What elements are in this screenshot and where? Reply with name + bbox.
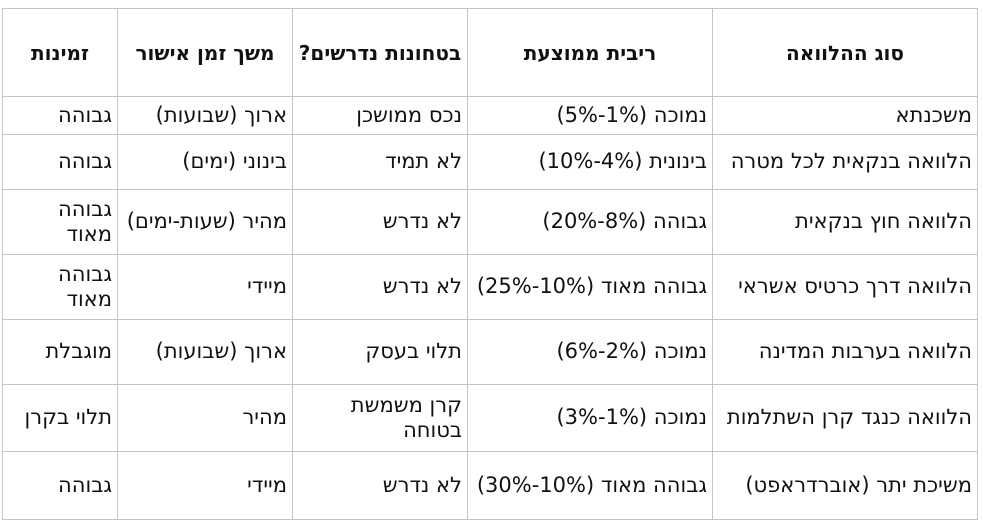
table-cell: הלוואה כנגד קרן השתלמות [712,384,978,452]
table-row: משיכת יתר (אוברדראפט) גבוהה מאוד (10%-30%… [2,451,978,520]
table-cell: הלוואה חוץ בנקאית [712,189,978,255]
table-row: הלוואה בערבות המדינה נמוכה (2%-6%) תלוי בע… [2,319,978,385]
table-body: משכנתא נמוכה (1%-5%) נכס ממושכן ארוך (שבועו… [2,96,978,520]
table-cell: נמוכה (1%-5%) [467,96,713,135]
table-cell: בינוני (ימים) [117,134,293,190]
table-cell: גבוהה (8%-20%) [467,189,713,255]
header-cell: ריבית ממוצעת [467,8,713,97]
loan-table: סוג ההלוואה ריבית ממוצעת בטחונות נדרשים? מש… [2,8,978,520]
table-cell: ארוך (שבועות) [117,96,293,135]
table-cell: תלוי בקרן [2,384,118,452]
table-cell: מהיר [117,384,293,452]
table-cell: בינונית (4%-10%) [467,134,713,190]
table-cell: נמוכה (1%-3%) [467,384,713,452]
table-cell: קרן משמשת בטוחה [292,384,468,452]
table-row: משכנתא נמוכה (1%-5%) נכס ממושכן ארוך (שבועו… [2,96,978,135]
table-cell: גבוהה [2,134,118,190]
table-cell: מוגבלת [2,319,118,385]
header-cell: בטחונות נדרשים? [292,8,468,97]
header-cell: זמינות [2,8,118,97]
table-cell: משכנתא [712,96,978,135]
table-cell: לא נדרש [292,254,468,320]
table-row: הלוואה בנקאית לכל מטרה בינונית (4%-10%) לא… [2,134,978,190]
table-cell: לא נדרש [292,451,468,520]
table-cell: נכס ממושכן [292,96,468,135]
table-cell: גבוהה [2,96,118,135]
header-cell: משך זמן אישור [117,8,293,97]
table-cell: הלוואה דרך כרטיס אשראי [712,254,978,320]
table-cell: מיידי [117,254,293,320]
table-cell: מהיר (שעות-ימים) [117,189,293,255]
table-cell: נמוכה (2%-6%) [467,319,713,385]
table-cell: משיכת יתר (אוברדראפט) [712,451,978,520]
table-row: הלוואה דרך כרטיס אשראי גבוהה מאוד (10%-25… [2,254,978,320]
table-cell: הלוואה בנקאית לכל מטרה [712,134,978,190]
table-cell: גבוהה [2,451,118,520]
table-row: הלוואה חוץ בנקאית גבוהה (8%-20%) לא נדרש מה… [2,189,978,255]
table-cell: הלוואה בערבות המדינה [712,319,978,385]
table-cell: גבוהה מאוד [2,189,118,255]
table-cell: גבוהה מאוד (10%-30%) [467,451,713,520]
table-cell: גבוהה מאוד [2,254,118,320]
table-cell: גבוהה מאוד (10%-25%) [467,254,713,320]
header-cell: סוג ההלוואה [712,8,978,97]
table-cell: לא תמיד [292,134,468,190]
table-cell: ארוך (שבועות) [117,319,293,385]
table-row: הלוואה כנגד קרן השתלמות נמוכה (1%-3%) קרן … [2,384,978,452]
table-cell: מיידי [117,451,293,520]
table-cell: לא נדרש [292,189,468,255]
header-row: סוג ההלוואה ריבית ממוצעת בטחונות נדרשים? מש… [2,8,978,97]
table-cell: תלוי בעסק [292,319,468,385]
